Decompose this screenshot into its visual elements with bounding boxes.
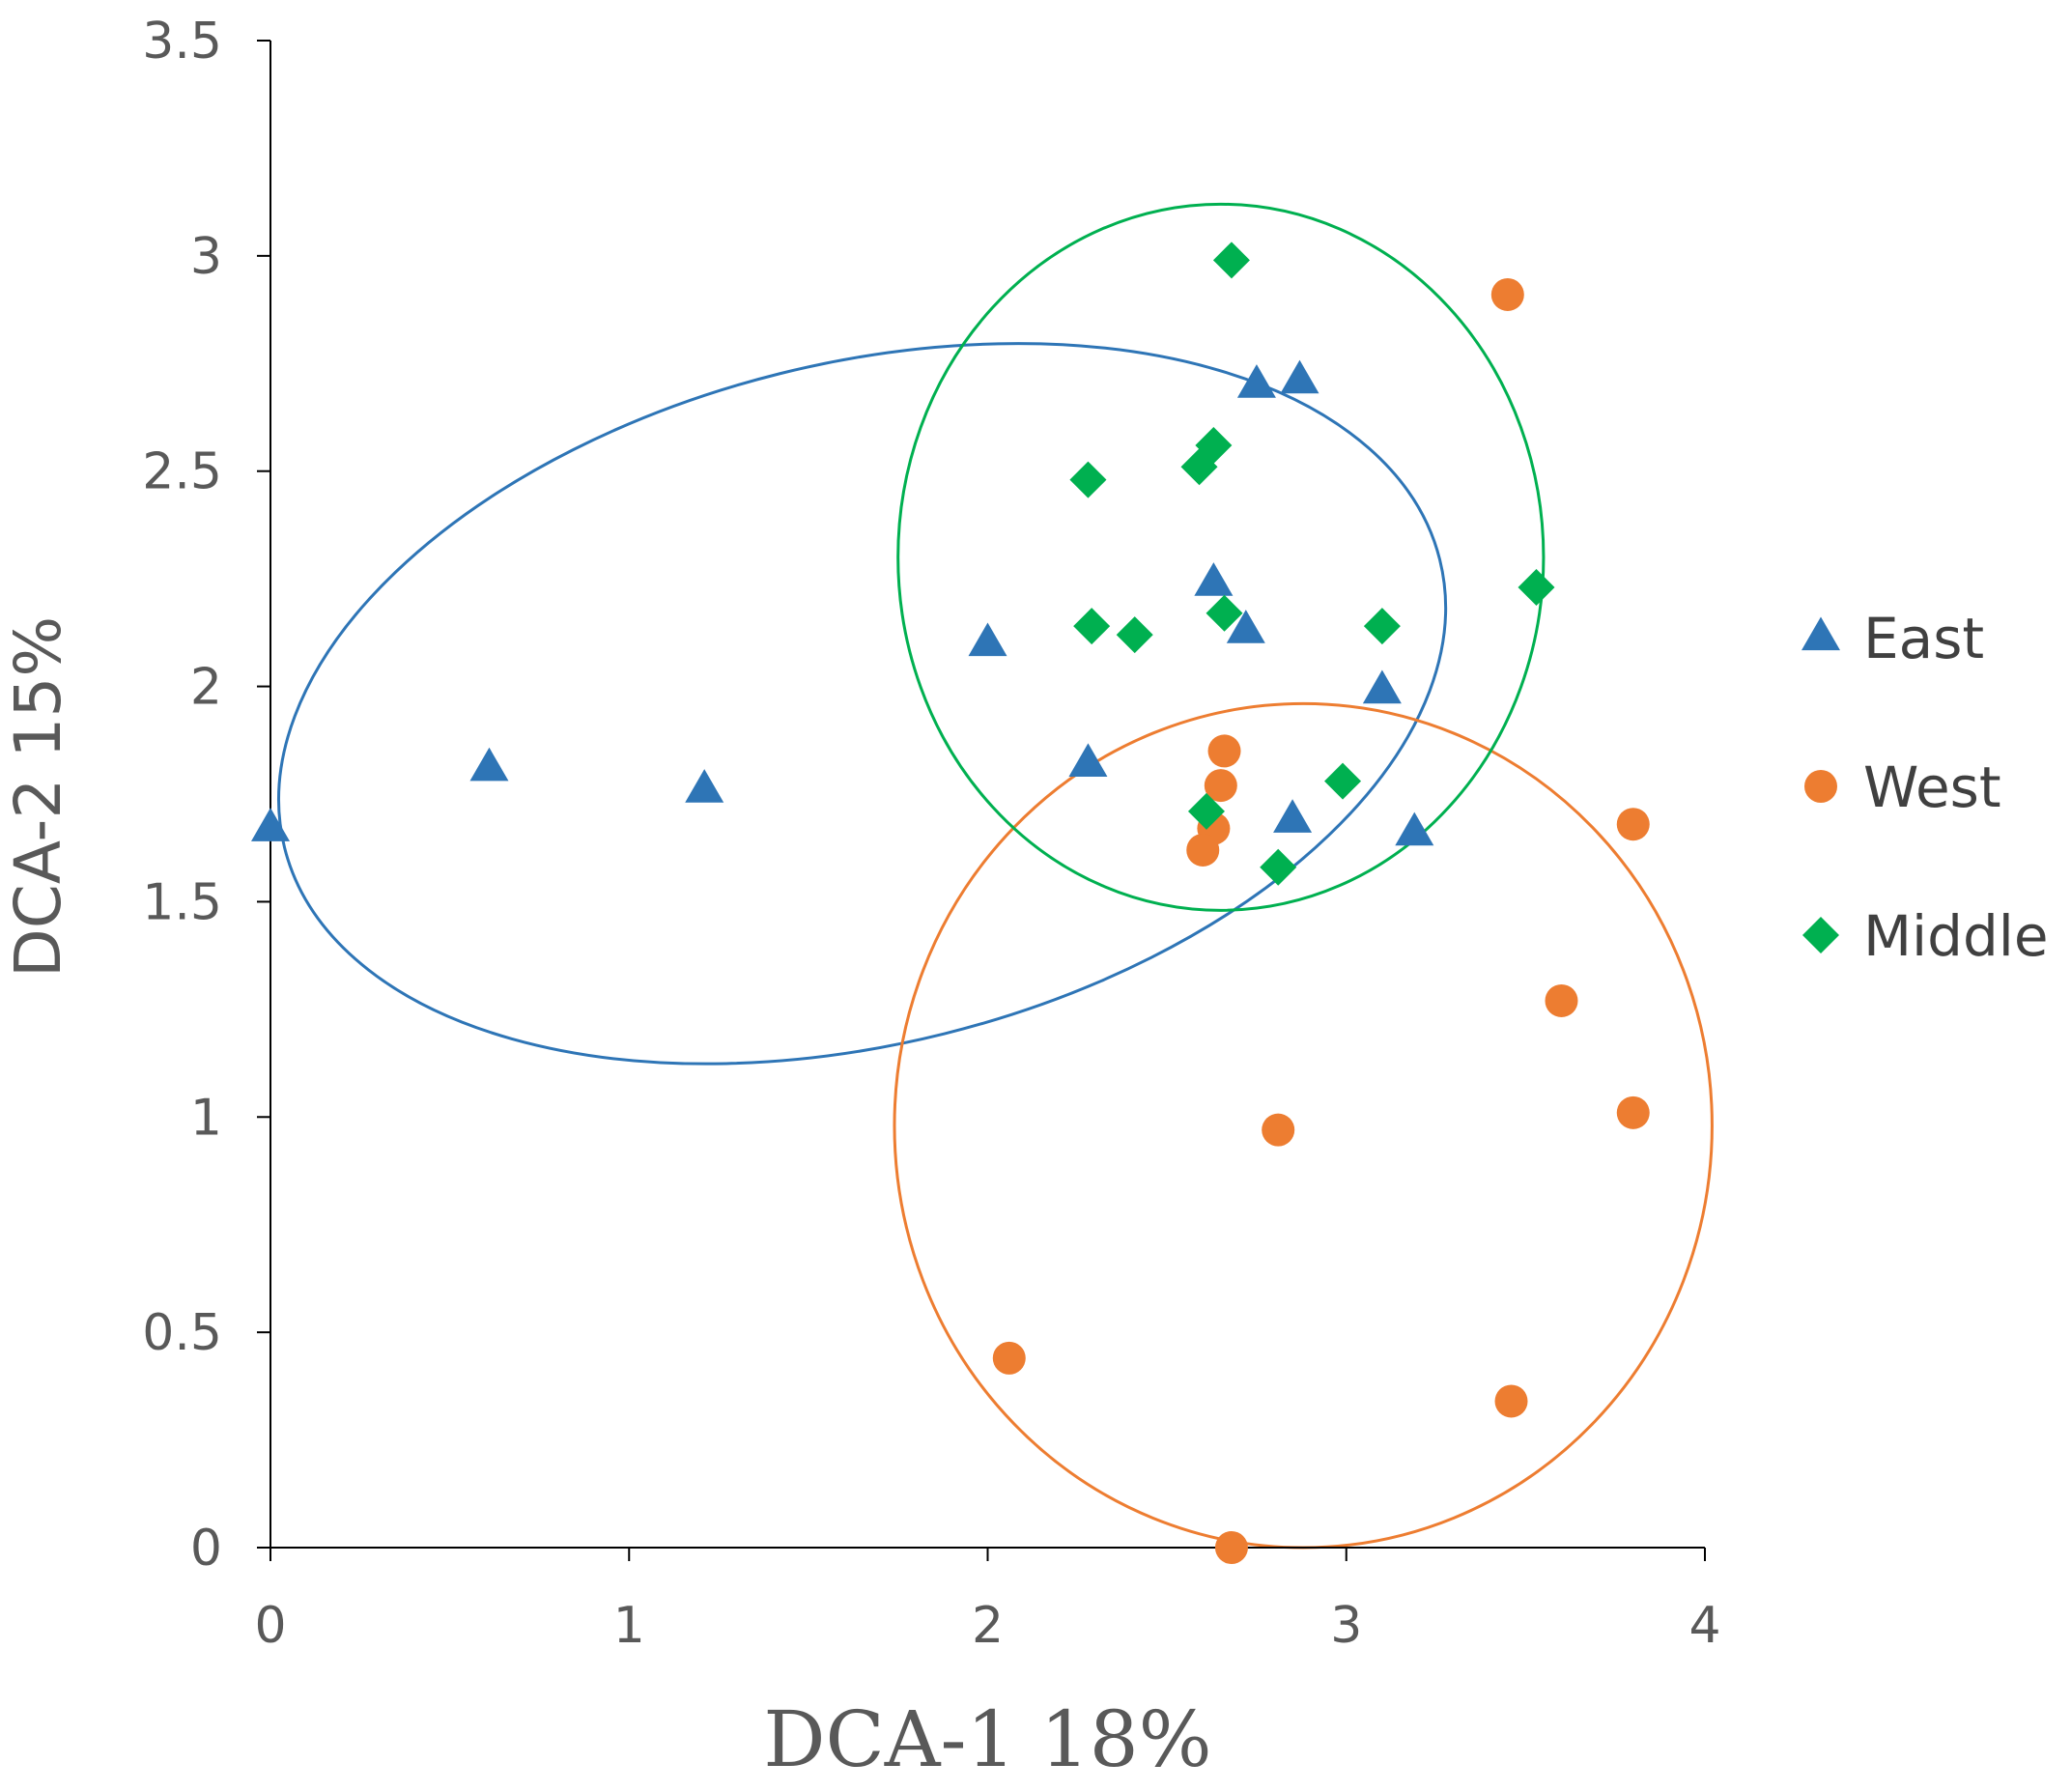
east-point bbox=[1226, 610, 1265, 643]
x-tick-label: 3 bbox=[1330, 1597, 1362, 1655]
middle-point bbox=[1324, 762, 1362, 800]
east-ellipse bbox=[277, 342, 1448, 1066]
middle-point bbox=[1363, 608, 1401, 645]
tick-layer: 0 0.5 1 1.5 2 2.5 3 3.5 0 1 2 3 4 bbox=[142, 13, 1720, 1655]
middle-point bbox=[1518, 569, 1555, 607]
middle-point bbox=[1073, 608, 1111, 645]
middle-point bbox=[1187, 792, 1225, 830]
middle-point bbox=[1212, 242, 1250, 279]
east-point bbox=[251, 808, 290, 841]
y-tick-label: 3 bbox=[190, 228, 222, 286]
legend: East West Middle bbox=[1801, 606, 2049, 969]
east-point bbox=[1362, 669, 1402, 704]
legend-label-middle: Middle bbox=[1863, 903, 2049, 969]
legend-marker-west bbox=[1804, 770, 1837, 803]
middle-point bbox=[1260, 848, 1297, 886]
east-point bbox=[1280, 359, 1319, 394]
y-tick-label: 2.5 bbox=[142, 443, 222, 501]
east-point bbox=[469, 747, 509, 782]
east-point bbox=[1194, 562, 1234, 596]
middle-point bbox=[1069, 461, 1107, 498]
west-point bbox=[1262, 1113, 1295, 1147]
x-tick-label: 2 bbox=[972, 1597, 1004, 1655]
west-point bbox=[1207, 734, 1241, 768]
x-axis-title: DCA-1 18% bbox=[763, 1694, 1211, 1784]
axes bbox=[270, 41, 1705, 1549]
legend-marker-middle bbox=[1802, 917, 1839, 953]
west-point bbox=[1186, 833, 1220, 867]
west-point bbox=[1616, 808, 1650, 841]
y-tick-label: 2 bbox=[190, 659, 222, 717]
legend-label-east: East bbox=[1863, 606, 1984, 671]
y-tick-label: 3.5 bbox=[142, 13, 222, 71]
east-point bbox=[968, 622, 1007, 657]
east-point bbox=[1068, 743, 1108, 777]
ellipse-layer bbox=[277, 202, 1714, 1550]
y-tick-label: 0 bbox=[190, 1520, 222, 1578]
points-layer bbox=[251, 242, 1650, 1564]
west-point bbox=[1490, 277, 1524, 311]
east-point bbox=[1236, 364, 1276, 398]
west-point bbox=[1214, 1531, 1248, 1564]
x-tick-label: 4 bbox=[1688, 1597, 1720, 1655]
west-point bbox=[1545, 983, 1578, 1017]
middle-point bbox=[1206, 594, 1243, 632]
west-point bbox=[992, 1341, 1026, 1375]
east-point bbox=[1273, 799, 1313, 833]
y-axis-title: DCA-2 15% bbox=[1, 616, 75, 978]
legend-label-west: West bbox=[1863, 754, 2001, 820]
west-point bbox=[1494, 1384, 1528, 1418]
east-point bbox=[685, 769, 724, 803]
y-tick-label: 1 bbox=[190, 1089, 222, 1147]
y-tick-label: 1.5 bbox=[142, 873, 222, 931]
middle-ellipse bbox=[896, 202, 1546, 912]
y-tick-label: 0.5 bbox=[142, 1304, 222, 1362]
east-point bbox=[1395, 811, 1434, 846]
x-tick-label: 1 bbox=[613, 1597, 645, 1655]
x-tick-label: 0 bbox=[254, 1597, 286, 1655]
west-point bbox=[1616, 1095, 1650, 1129]
middle-point bbox=[1180, 448, 1218, 486]
west-point bbox=[1204, 769, 1237, 803]
legend-marker-east bbox=[1801, 616, 1840, 651]
middle-point bbox=[1116, 616, 1153, 654]
